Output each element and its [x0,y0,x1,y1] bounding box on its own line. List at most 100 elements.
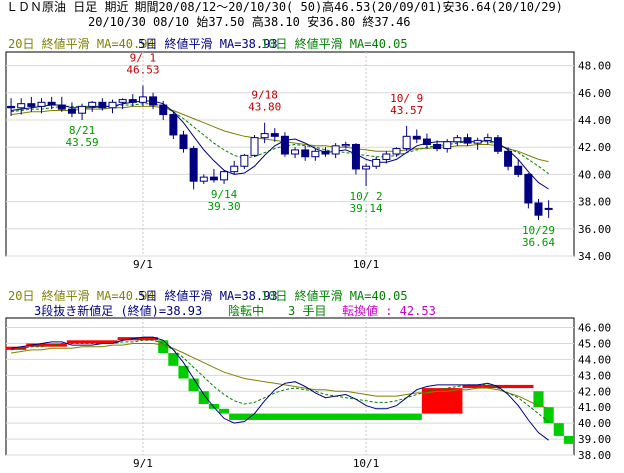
candle-down [98,101,107,109]
brick-up [66,340,118,344]
break-legend-item: 5日 終値平滑 MA=38.93 [138,288,277,303]
candle-0-y-tick-label: 36.00 [578,223,611,236]
candle-up [138,96,147,103]
candle-legend-item: 5日 終値平滑 MA=38.93 [138,36,277,51]
candle-up [108,101,117,109]
annotation-date: 9/14 [211,188,238,201]
annotation-date: 10/29 [522,224,555,237]
annotation-value: 39.14 [350,202,383,215]
brick-down [188,378,199,392]
candle-down [47,101,56,106]
ma10-line [11,103,549,175]
candle-up [291,149,300,155]
break-legend-item: 20日 終値平滑 MA=40.94 [8,288,155,303]
candle-down [422,138,431,145]
candle-down [351,143,360,170]
header-line-1: ＬＤＮ原油 日足 期近 期間20/08/12～20/10/30( 50)高46.5… [0,1,624,14]
break-1-y-tick-label: 42.00 [578,385,611,398]
brick-down [563,435,574,444]
candle-down [179,134,188,150]
candle-legend-item: 10日 終値平滑 MA=40.05 [261,36,408,51]
candle-up [240,154,249,167]
candle-down [301,149,310,158]
candle-up [37,101,46,107]
brick-up [421,388,463,414]
candle-down [504,150,513,167]
candle-down [169,114,178,136]
candle-0-y-tick-label: 38.00 [578,196,611,209]
candle-up [260,133,269,139]
brick-up [462,384,483,389]
break-info-text: 転換値 : 42.53 [342,303,436,318]
brick-down [198,391,209,405]
candle-down [189,148,198,182]
break-ma5-line [11,336,549,441]
annotation-date: 9/18 [251,89,278,102]
break-1-y-tick-label: 38.00 [578,449,611,462]
brick-down [229,413,422,420]
candle-0-y-tick-label: 48.00 [578,60,611,73]
candle-down [463,137,472,144]
candle-up [311,150,320,158]
brick-down [178,365,189,379]
candle-0-y-tick-label: 42.00 [578,141,611,154]
brick-up [6,346,27,350]
brick-down [553,423,564,436]
annotation-date: 10/ 2 [350,190,383,203]
brick-down [158,340,169,354]
break-info-text: 陰転中 [228,303,264,318]
candle-legend-item: 20日 終値平滑 MA=40.94 [8,36,155,51]
candle-down [149,96,158,106]
candle-0-y-tick-label: 34.00 [578,250,611,263]
candle-0-y-tick-label: 46.00 [578,87,611,100]
candle-down [27,103,36,107]
candle-0-y-tick-label: 40.00 [578,168,611,181]
annotation-value: 46.53 [126,64,159,77]
break-1-x-tick-label: 10/1 [353,457,380,470]
candle-up [118,99,127,103]
brick-down [543,407,554,424]
candle-down [524,173,533,204]
header-line-2: 20/10/30 08/10 始37.50 高38.10 安36.80 終37.… [0,16,624,29]
candle-up [382,153,391,160]
candle-up [473,139,482,144]
brick-down [533,391,544,408]
candle-up [250,137,259,156]
candle-down [280,135,289,155]
break-1-y-tick-label: 41.00 [578,401,611,414]
candle-down [514,165,523,175]
brick-up [26,343,67,347]
candle-up [17,103,26,109]
instrument-title: ＬＤＮ原油 日足 期近 [6,0,129,14]
candle-down [159,104,168,116]
break-1-y-tick-label: 45.00 [578,337,611,350]
candle-down [493,137,502,152]
candle-panel [5,51,575,257]
candle-up [483,137,492,141]
candle-up [230,165,239,173]
candle-up [372,158,381,167]
annotation-date: 10/ 9 [390,92,423,105]
break-ma20-line [11,343,549,409]
candle-down [128,99,137,103]
candle-up [392,148,401,155]
annotation-value: 36.64 [522,236,555,249]
break-1-y-tick-label: 46.00 [578,322,611,335]
candle-up [331,145,340,155]
break-info-text: 3段抜き新値足 (終値)=38.93 [34,303,202,318]
candle-up [341,143,350,147]
candle-up [78,105,87,114]
brick-down [219,408,230,414]
annotation-value: 43.57 [390,104,423,117]
break-info-text: 3 手目 [288,304,326,318]
candle-down [412,135,421,140]
break-1-y-tick-label: 40.00 [578,417,611,430]
candle-down [57,104,66,110]
latest-ohlc: 20/10/30 08/10 始37.50 高38.10 安36.80 終37.… [88,15,411,29]
brick-up [117,337,159,341]
candle-down [534,202,543,216]
break-1-y-tick-label: 39.00 [578,433,611,446]
candle-down [67,108,76,114]
candle-0-x-tick-label: 9/1 [133,258,153,271]
